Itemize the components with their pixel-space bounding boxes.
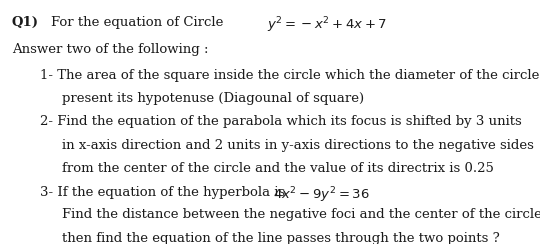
- Text: $y^2 = -x^2 + 4x + 7$: $y^2 = -x^2 + 4x + 7$: [267, 16, 388, 35]
- Text: 3- If the equation of the hyperbola is: 3- If the equation of the hyperbola is: [40, 186, 286, 199]
- Text: For the equation of Circle: For the equation of Circle: [51, 16, 224, 29]
- Text: Q1): Q1): [12, 16, 39, 29]
- Text: 2- Find the equation of the parabola which its focus is shifted by 3 units: 2- Find the equation of the parabola whi…: [40, 115, 522, 128]
- Text: $4x^2 - 9y^2 = 36$: $4x^2 - 9y^2 = 36$: [273, 186, 369, 205]
- Text: Answer two of the following :: Answer two of the following :: [12, 43, 208, 56]
- Text: from the center of the circle and the value of its directrix is 0.25: from the center of the circle and the va…: [62, 162, 494, 175]
- Text: Find the distance between the negative foci and the center of the circle,: Find the distance between the negative f…: [62, 208, 540, 221]
- Text: present its hypotenuse (Diagounal of square): present its hypotenuse (Diagounal of squ…: [62, 92, 364, 105]
- Text: then find the equation of the line passes through the two points ?: then find the equation of the line passe…: [62, 232, 500, 244]
- Text: 1- The area of the square inside the circle which the diameter of the circle: 1- The area of the square inside the cir…: [40, 69, 540, 82]
- Text: in x-axis direction and 2 units in y-axis directions to the negative sides: in x-axis direction and 2 units in y-axi…: [62, 139, 534, 152]
